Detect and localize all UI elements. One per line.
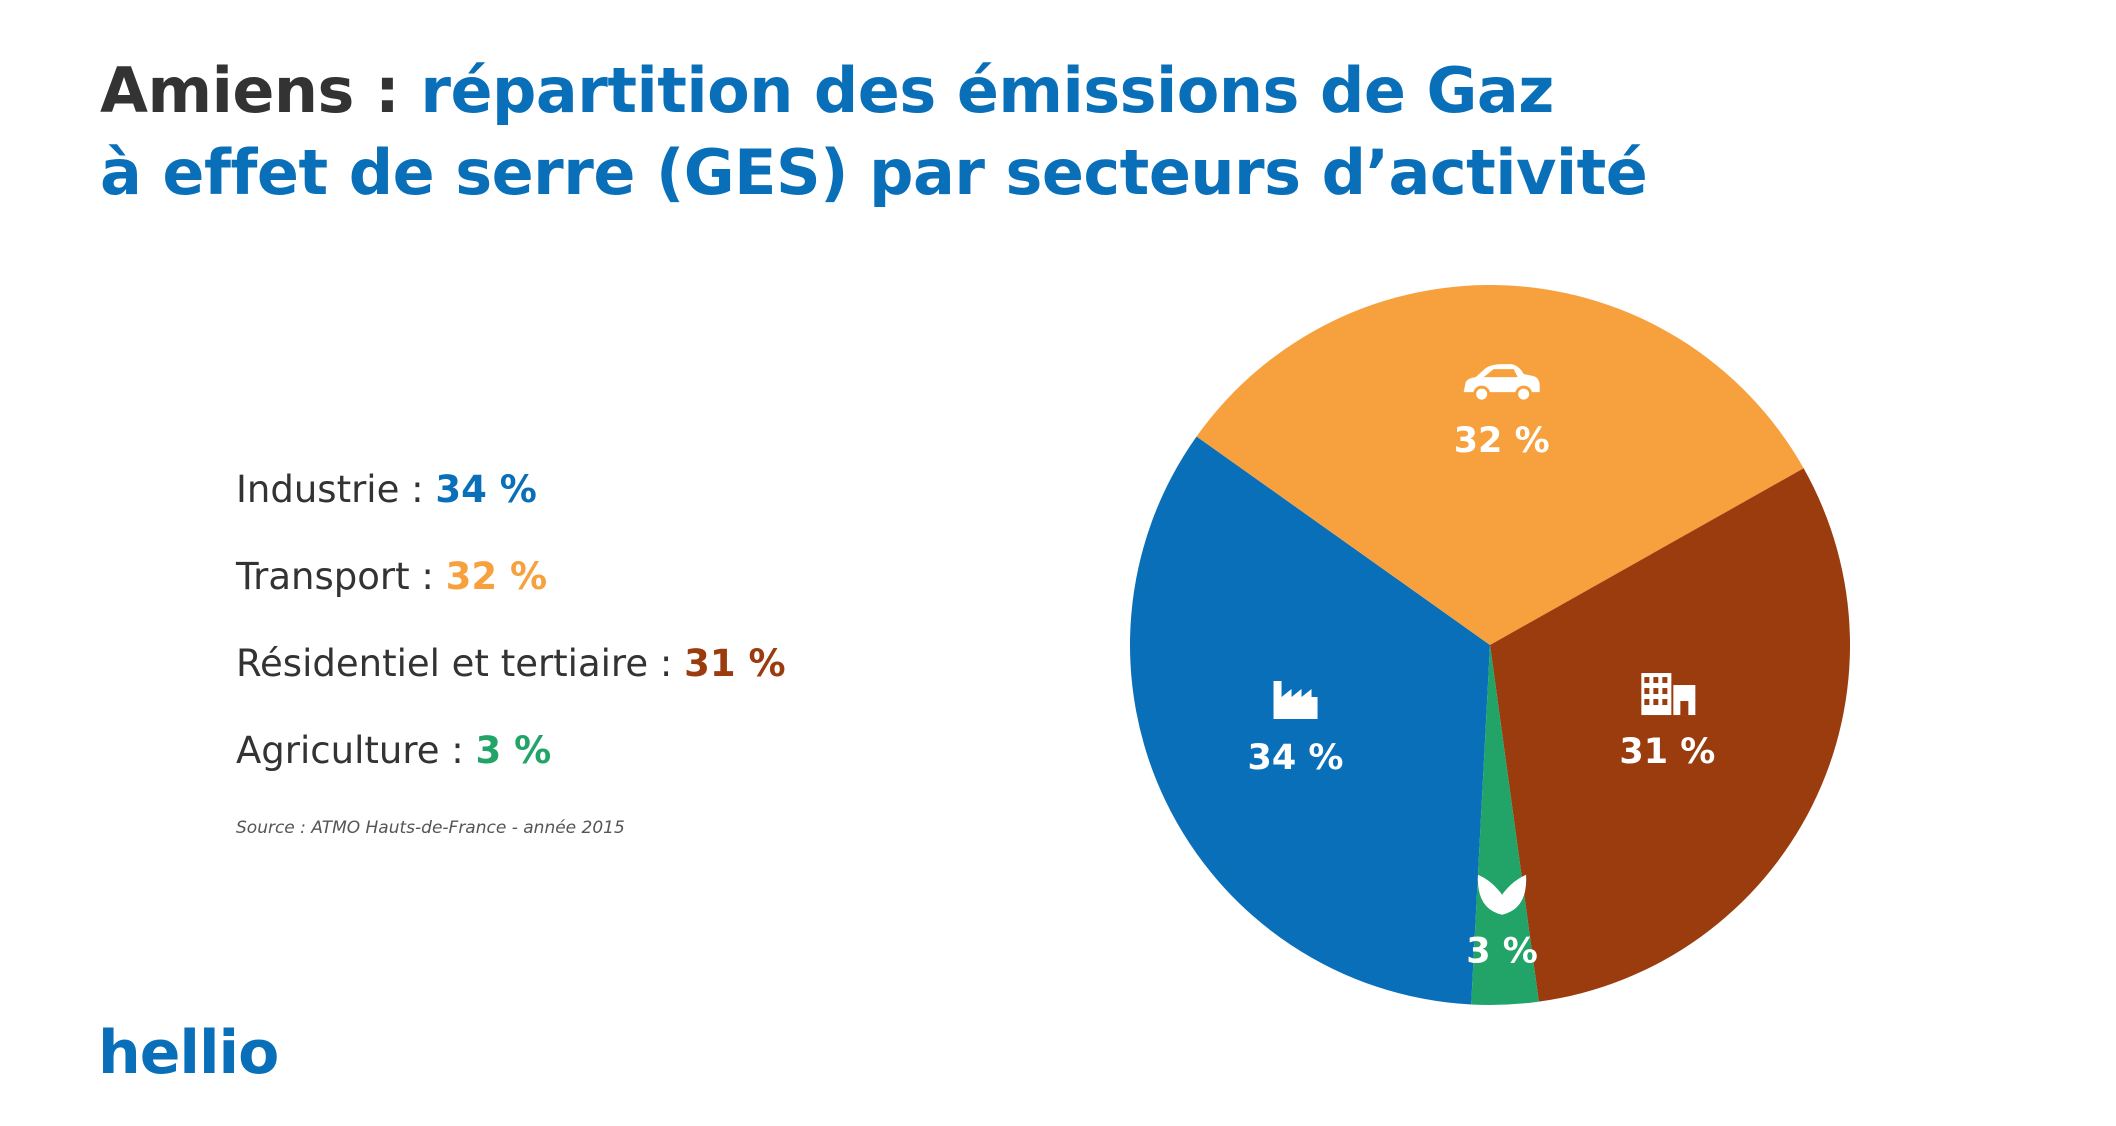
pie-slice-residentiel	[1490, 468, 1850, 1002]
title-city: Amiens :	[100, 54, 400, 127]
legend-value: 31 %	[684, 642, 786, 685]
slice-label-residentiel: 31 %	[1619, 732, 1715, 772]
legend-value: 32 %	[445, 555, 548, 598]
title-line1: répartition des émissions de Gaz	[420, 54, 1554, 127]
pie-slice-industrie	[1130, 436, 1490, 1005]
slice-label-industrie: 34 %	[1248, 738, 1344, 778]
leaf-icon	[1477, 874, 1527, 915]
legend-item-agriculture: Agriculture : 3 %	[236, 716, 936, 803]
legend-label: Agriculture :	[236, 729, 464, 772]
car-icon	[1463, 364, 1540, 403]
legend-label: Industrie :	[236, 468, 424, 511]
legend-value: 34 %	[435, 468, 537, 511]
legend-item-industrie: Industrie : 34 %	[236, 455, 936, 542]
factory-icon	[1273, 681, 1318, 720]
page-title: Amiens : répartition des émissions de Ga…	[100, 50, 1800, 214]
slice-label-transport: 32 %	[1454, 421, 1550, 461]
legend-item-transport: Transport : 32 %	[236, 542, 936, 629]
buildings-icon	[1641, 673, 1696, 716]
pie-slice-transport	[1196, 284, 1804, 645]
legend-value: 3 %	[475, 729, 552, 772]
pie-slice-agriculture	[1471, 645, 1539, 1005]
title-line2: à effet de serre (GES) par secteurs d’ac…	[100, 136, 1648, 209]
legend: Industrie : 34 % Transport : 32 % Réside…	[236, 455, 936, 803]
pie-chart: 34 % 32 % 31 % 3 %	[1130, 284, 1850, 1005]
slice-label-agriculture: 3 %	[1466, 932, 1538, 972]
legend-label: Transport :	[236, 555, 434, 598]
legend-item-residentiel: Résidentiel et tertiaire : 31 %	[236, 629, 936, 716]
hellio-logo: hellio	[98, 1018, 279, 1088]
source-note: Source : ATMO Hauts-de-France - année 20…	[236, 818, 625, 838]
legend-label: Résidentiel et tertiaire :	[236, 642, 673, 685]
